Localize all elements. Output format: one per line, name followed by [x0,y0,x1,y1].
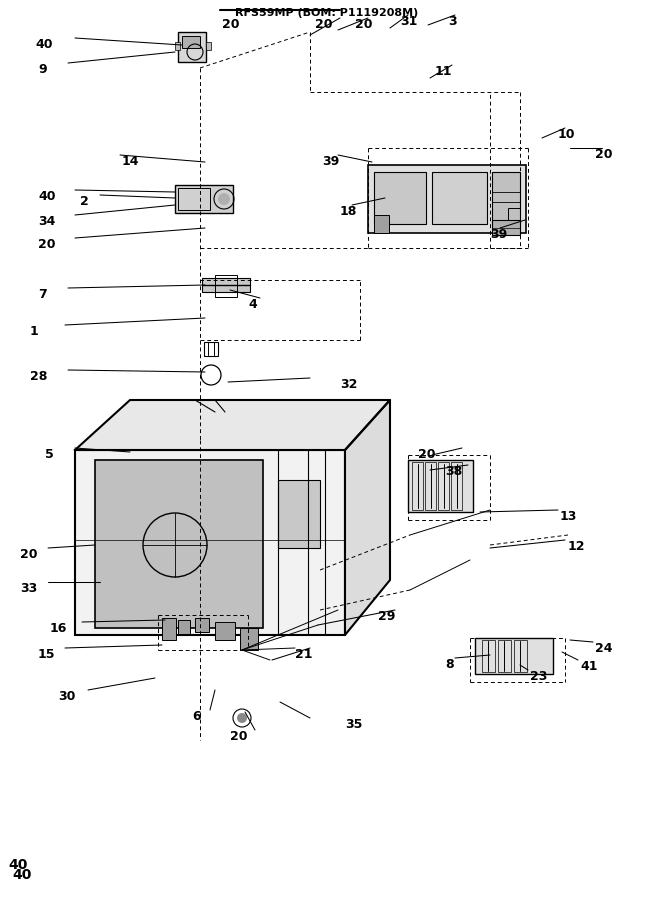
Text: 13: 13 [560,510,577,523]
Text: 41: 41 [580,660,598,673]
Bar [206,42,211,50]
Text: 15: 15 [38,648,56,661]
Bar [451,462,462,510]
Text: 30: 30 [58,690,75,703]
Bar [175,185,233,213]
Bar [240,628,258,650]
Polygon shape [345,400,390,635]
Text: 12: 12 [568,540,585,553]
Polygon shape [75,400,390,450]
Bar [492,220,520,235]
Text: 20: 20 [315,18,332,31]
Text: 40: 40 [35,38,52,51]
Bar [432,172,487,224]
Bar [425,462,436,510]
Text: 28: 28 [30,370,47,383]
Text: 40: 40 [38,190,56,203]
Text: 11: 11 [435,65,453,78]
Text: 20: 20 [20,548,37,561]
Bar [368,165,526,233]
Bar [215,275,237,297]
Text: 39: 39 [322,155,339,168]
Text: 24: 24 [595,642,613,655]
Text: 21: 21 [295,648,313,661]
Text: 35: 35 [345,718,362,731]
Text: 40: 40 [12,868,31,882]
Text: 2: 2 [80,195,89,208]
Text: 5: 5 [45,448,54,461]
Text: 31: 31 [400,15,417,28]
Bar [482,640,495,672]
Text: 6: 6 [192,710,201,723]
Text: 10: 10 [558,128,576,141]
Text: 20: 20 [355,18,373,31]
Text: 4: 4 [248,298,257,311]
Circle shape [218,193,230,205]
Bar [412,462,423,510]
Text: 14: 14 [122,155,139,168]
Bar [195,618,209,632]
Text: 20: 20 [595,148,613,161]
Bar [218,432,240,437]
Bar [178,188,210,210]
Text: 20: 20 [38,238,56,251]
Bar [514,640,527,672]
Bar [198,425,226,431]
Text: 33: 33 [20,582,37,595]
Text: 1: 1 [30,325,39,338]
Bar [204,342,218,356]
Text: 29: 29 [378,610,396,623]
Text: 40: 40 [8,858,27,872]
Text: 39: 39 [490,228,508,241]
Text: 20: 20 [222,18,239,31]
Text: 18: 18 [340,205,357,218]
Bar [374,215,389,233]
Bar [508,208,520,220]
Bar [75,450,345,635]
Text: RFS59MP (BOM: P1119208M): RFS59MP (BOM: P1119208M) [235,8,419,18]
Bar [175,42,180,50]
Bar [374,172,426,224]
Text: 20: 20 [230,730,247,743]
Text: 3: 3 [448,15,456,28]
Text: 7: 7 [38,288,46,301]
Text: 32: 32 [340,378,357,391]
Bar [498,640,511,672]
Bar [178,32,206,62]
Text: 34: 34 [38,215,56,228]
Bar [215,622,235,640]
Text: 23: 23 [530,670,547,683]
Text: 16: 16 [50,622,67,635]
Text: 9: 9 [38,63,46,76]
Bar [475,638,553,674]
Bar [95,460,263,628]
Bar [178,620,190,634]
Bar [182,36,200,48]
Bar [202,278,250,292]
Text: 20: 20 [418,448,436,461]
Bar [278,480,320,548]
Bar [438,462,449,510]
Text: 38: 38 [445,465,462,478]
Bar [492,172,520,224]
Bar [162,618,176,640]
Circle shape [237,713,247,723]
Bar [408,460,473,512]
Text: 8: 8 [445,658,454,671]
